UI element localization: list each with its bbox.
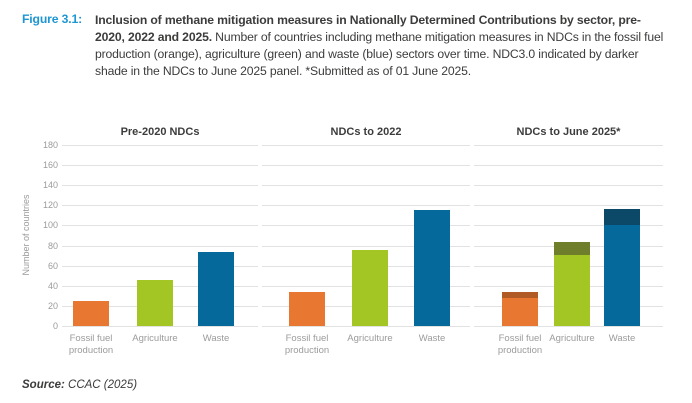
gridline	[262, 326, 470, 327]
gridline	[474, 145, 663, 146]
x-category-label: Agriculture	[347, 333, 393, 344]
source-note: Source: CCAC (2025)	[22, 379, 137, 391]
gridline	[474, 205, 663, 207]
gridline	[62, 145, 258, 146]
bar-segment-ndc30-waste	[604, 209, 640, 225]
y-axis-tick-label: 80	[47, 240, 58, 251]
gridline	[474, 165, 663, 167]
bar-fossil-fuel-production	[289, 292, 325, 326]
x-category-label: Fossil fuel production	[284, 333, 330, 356]
gridline	[262, 225, 470, 227]
y-axis-tick-label: 180	[42, 140, 58, 150]
bar-segment-ndc30-agriculture	[554, 242, 590, 255]
gridline	[62, 245, 258, 247]
bar-fossil-fuel-production	[73, 301, 109, 326]
figure-caption-title: Inclusion of methane mitigation measures…	[95, 13, 641, 44]
y-axis-tick-label: 60	[47, 260, 58, 271]
gridline	[62, 165, 258, 167]
panel-title: NDCs to 2022	[330, 126, 402, 138]
gridline	[262, 205, 470, 207]
x-category-label: Fossil fuel production	[497, 333, 543, 356]
y-axis-tick-label: 160	[42, 160, 58, 171]
x-category-label: Waste	[608, 333, 636, 344]
gridline	[262, 165, 470, 167]
figure-caption: Inclusion of methane mitigation measures…	[95, 12, 670, 80]
y-axis-tick-label: 0	[52, 321, 58, 331]
panel-title: NDCs to June 2025*	[516, 126, 621, 138]
gridline	[62, 205, 258, 207]
gridline	[62, 225, 258, 227]
x-category-label: Agriculture	[132, 333, 178, 344]
bar-waste	[604, 225, 640, 326]
figure-header: Figure 3.1: Inclusion of methane mitigat…	[22, 12, 670, 80]
figure-caption-description: Number of countries including methane mi…	[95, 30, 664, 78]
y-axis-tick-label: 120	[42, 200, 58, 211]
figure-number-label: Figure 3.1:	[22, 12, 82, 26]
bar-segment-ndc30-fossil-fuel-production	[502, 292, 538, 298]
bar-agriculture	[137, 280, 173, 326]
x-category-label: Fossil fuel production	[68, 333, 114, 356]
bar-fossil-fuel-production	[502, 298, 538, 326]
gridline	[62, 185, 258, 187]
gridline	[262, 245, 470, 247]
x-category-label: Waste	[202, 333, 230, 344]
y-axis-title: Number of countries	[21, 194, 31, 276]
y-axis-tick-label: 40	[47, 280, 58, 291]
gridline	[262, 185, 470, 187]
panel-title: Pre-2020 NDCs	[120, 126, 200, 138]
gridline	[62, 265, 258, 267]
x-category-label: Waste	[418, 333, 446, 344]
y-axis-tick-label: 140	[42, 180, 58, 191]
gridline	[62, 326, 258, 327]
source-prefix: Source:	[22, 379, 65, 391]
bar-agriculture	[352, 250, 388, 326]
source-text: CCAC (2025)	[64, 379, 138, 391]
bar-agriculture	[554, 255, 590, 326]
bar-waste	[414, 210, 450, 326]
x-category-label: Agriculture	[549, 333, 595, 344]
gridline	[474, 326, 663, 327]
gridline	[474, 225, 663, 227]
gridline	[262, 145, 470, 146]
y-axis-tick-label: 100	[42, 220, 58, 231]
bar-waste	[198, 252, 234, 326]
gridline	[474, 185, 663, 187]
y-axis-tick-label: 20	[47, 300, 58, 311]
